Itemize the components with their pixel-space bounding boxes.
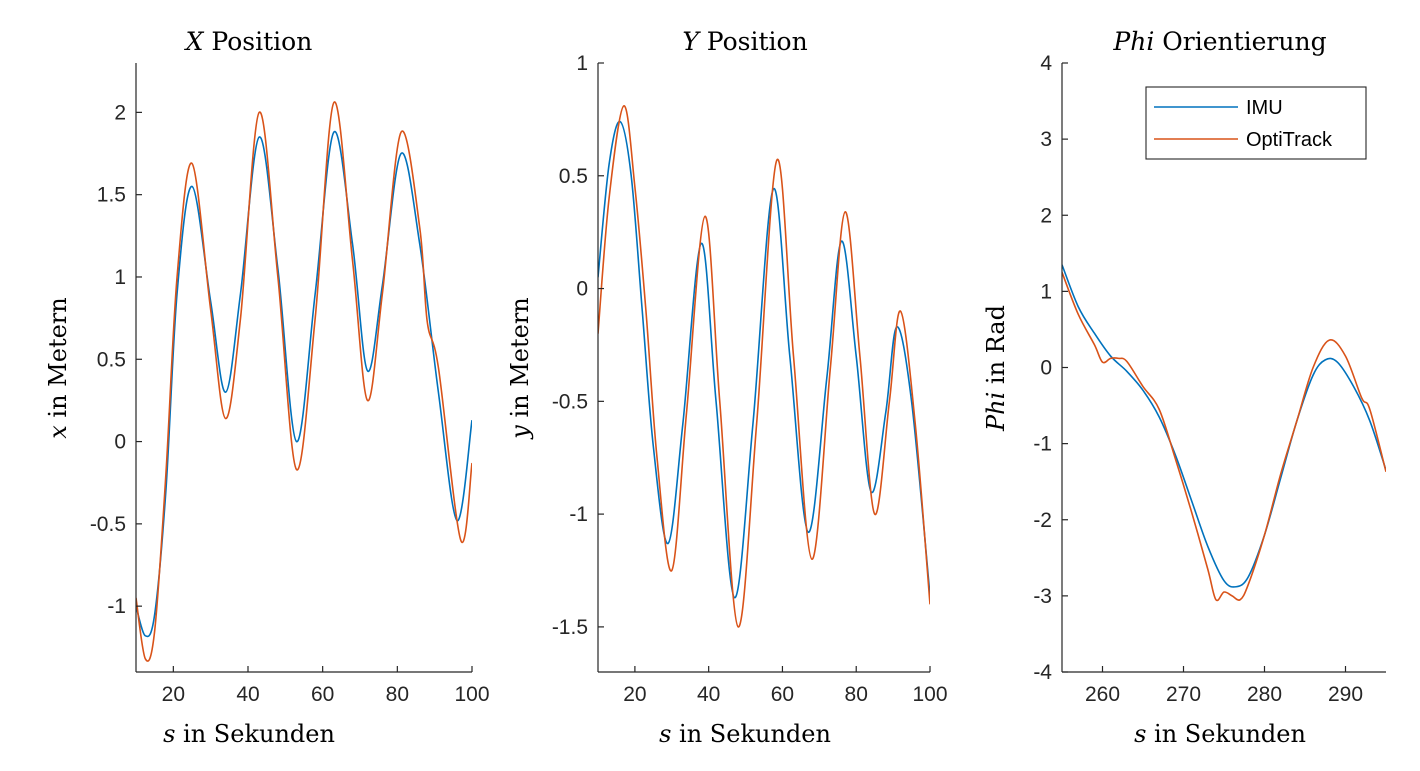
x-tick-label: 20 bbox=[162, 683, 185, 706]
x-axis-label: s in Sekunden bbox=[1134, 720, 1306, 748]
y-tick-label: 3 bbox=[1040, 128, 1052, 151]
y-axis-label-rest: in Metern bbox=[44, 297, 72, 425]
y-tick-label: 2 bbox=[114, 101, 126, 124]
title-rest: Position bbox=[203, 27, 312, 56]
y-axis-label-var: x bbox=[44, 425, 72, 439]
x-tick-label: 100 bbox=[912, 683, 947, 706]
x-tick-label: 290 bbox=[1328, 683, 1363, 706]
series-line-imu bbox=[598, 120, 930, 599]
x-tick-label: 80 bbox=[386, 683, 409, 706]
legend-box bbox=[1145, 86, 1367, 160]
chart-y-position: Y Position 20 40 60 80 100 -1.5 -1 -0.5 0 0.5 1 s … bbox=[506, 27, 948, 748]
title-var: Y bbox=[682, 27, 701, 56]
y-axis-label: x in Metern bbox=[44, 297, 72, 439]
title-rest: Position bbox=[699, 27, 808, 56]
title-rest: Orientierung bbox=[1154, 27, 1326, 56]
y-tick-label: 0 bbox=[1040, 357, 1052, 380]
y-axis-label: Phi in Rad bbox=[982, 305, 1010, 432]
y-tick-label: 0.5 bbox=[559, 165, 588, 188]
y-tick-label: -3 bbox=[1033, 585, 1052, 608]
plot-area: 20 40 60 80 100 -1.5 -1 -0.5 0 0.5 1 bbox=[552, 52, 948, 706]
y-axis-label-var: y bbox=[506, 425, 534, 440]
y-tick-label: 2 bbox=[1040, 204, 1052, 227]
y-tick-label: 1 bbox=[576, 52, 588, 75]
x-tick-label: 40 bbox=[697, 683, 720, 706]
y-tick-label: -1 bbox=[1033, 433, 1052, 456]
y-axis-label-var: Phi bbox=[982, 392, 1010, 432]
series-line-optitrack bbox=[598, 105, 930, 628]
x-tick-label: 280 bbox=[1247, 683, 1282, 706]
x-tick-label: 260 bbox=[1085, 683, 1120, 706]
y-tick-label: 4 bbox=[1040, 52, 1052, 75]
series-group bbox=[1062, 264, 1386, 602]
x-axis-label-rest: in Sekunden bbox=[175, 720, 335, 748]
x-axis-label-var: s bbox=[1134, 720, 1146, 748]
x-axis-label: s in Sekunden bbox=[163, 720, 335, 748]
x-tick-label: 60 bbox=[311, 683, 334, 706]
chart-title: Phi Orientierung bbox=[1112, 27, 1326, 56]
y-tick-label: -4 bbox=[1033, 661, 1052, 684]
y-axis-label-rest: in Rad bbox=[982, 305, 1010, 392]
y-tick-label: 0.5 bbox=[97, 348, 126, 371]
y-tick-label: 0 bbox=[576, 278, 588, 301]
x-tick-label: 270 bbox=[1166, 683, 1201, 706]
series-line-optitrack bbox=[1062, 272, 1386, 602]
series-line-imu bbox=[1062, 264, 1386, 588]
plot-area: 260 270 280 290 -4 -3 -2 -1 0 1 2 3 4 IMU OptiTrack bbox=[1033, 52, 1386, 706]
title-var: X bbox=[184, 27, 205, 56]
y-tick-label: -1 bbox=[107, 595, 126, 618]
series-group bbox=[598, 105, 930, 628]
series-line-optitrack bbox=[136, 101, 472, 662]
y-tick-label: -1 bbox=[569, 503, 588, 526]
series-line-imu bbox=[136, 131, 472, 638]
title-var: Phi bbox=[1112, 27, 1154, 56]
y-tick-label: -0.5 bbox=[552, 390, 588, 413]
x-axis-label-var: s bbox=[163, 720, 175, 748]
y-tick-label: -2 bbox=[1033, 509, 1052, 532]
x-tick-label: 40 bbox=[236, 683, 259, 706]
y-tick-label: 1.5 bbox=[97, 184, 126, 207]
chart-title: X Position bbox=[184, 27, 313, 56]
x-axis-label-var: s bbox=[659, 720, 671, 748]
legend-label-optitrack: OptiTrack bbox=[1246, 129, 1333, 151]
legend: IMU OptiTrack bbox=[1145, 86, 1367, 160]
y-axis-label: y in Metern bbox=[506, 297, 534, 440]
y-axis-label-rest: in Metern bbox=[506, 297, 534, 425]
chart-phi-orientierung: Phi Orientierung 260 270 280 290-4-3-2-1012… bbox=[982, 27, 1386, 748]
x-tick-label: 60 bbox=[771, 683, 794, 706]
x-axis-label: s in Sekunden bbox=[659, 720, 831, 748]
y-tick-label: 1 bbox=[114, 266, 126, 289]
series-group bbox=[136, 101, 472, 662]
x-axis-label-rest: in Sekunden bbox=[671, 720, 831, 748]
y-tick-label: 1 bbox=[1040, 280, 1052, 303]
legend-label-imu: IMU bbox=[1246, 97, 1283, 119]
x-tick-label: 80 bbox=[845, 683, 868, 706]
y-tick-label: -1.5 bbox=[552, 616, 588, 639]
x-tick-label: 100 bbox=[454, 683, 489, 706]
x-axis-label-rest: in Sekunden bbox=[1146, 720, 1306, 748]
chart-title: Y Position bbox=[682, 27, 807, 56]
y-tick-label: -0.5 bbox=[90, 513, 126, 536]
plot-area: 20 40 60 80 100 -1 -0.5 0 0.5 1 1.5 2 bbox=[90, 63, 490, 706]
chart-x-position: X Position 20 40 60 80 100 -1 -0.5 0 0.5 1 1.5 2 s … bbox=[44, 27, 490, 748]
x-tick-label: 20 bbox=[623, 683, 646, 706]
y-tick-label: 0 bbox=[114, 431, 126, 454]
